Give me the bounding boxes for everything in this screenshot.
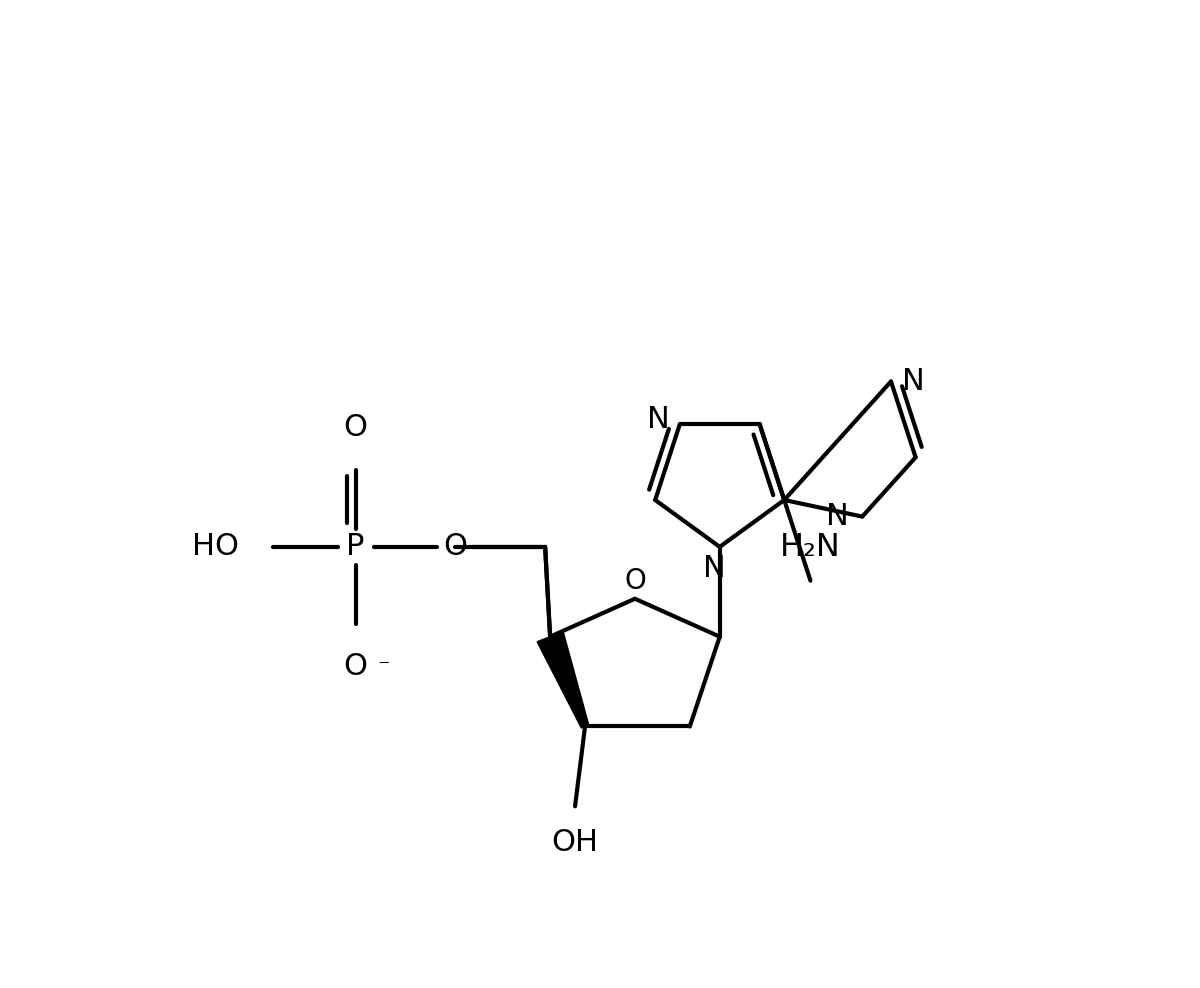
Text: N: N bbox=[826, 502, 848, 532]
Text: OH: OH bbox=[552, 828, 599, 858]
Text: O: O bbox=[624, 567, 646, 595]
Text: N: N bbox=[703, 554, 726, 583]
Text: N: N bbox=[901, 367, 924, 396]
Text: O: O bbox=[343, 652, 367, 681]
Text: N: N bbox=[647, 405, 670, 434]
Polygon shape bbox=[538, 631, 589, 728]
Text: H₂N: H₂N bbox=[780, 532, 841, 563]
Text: O: O bbox=[343, 413, 367, 442]
Text: ⁻: ⁻ bbox=[378, 655, 390, 679]
Text: O: O bbox=[443, 533, 467, 561]
Text: P: P bbox=[347, 533, 365, 561]
Text: HO: HO bbox=[192, 533, 239, 561]
